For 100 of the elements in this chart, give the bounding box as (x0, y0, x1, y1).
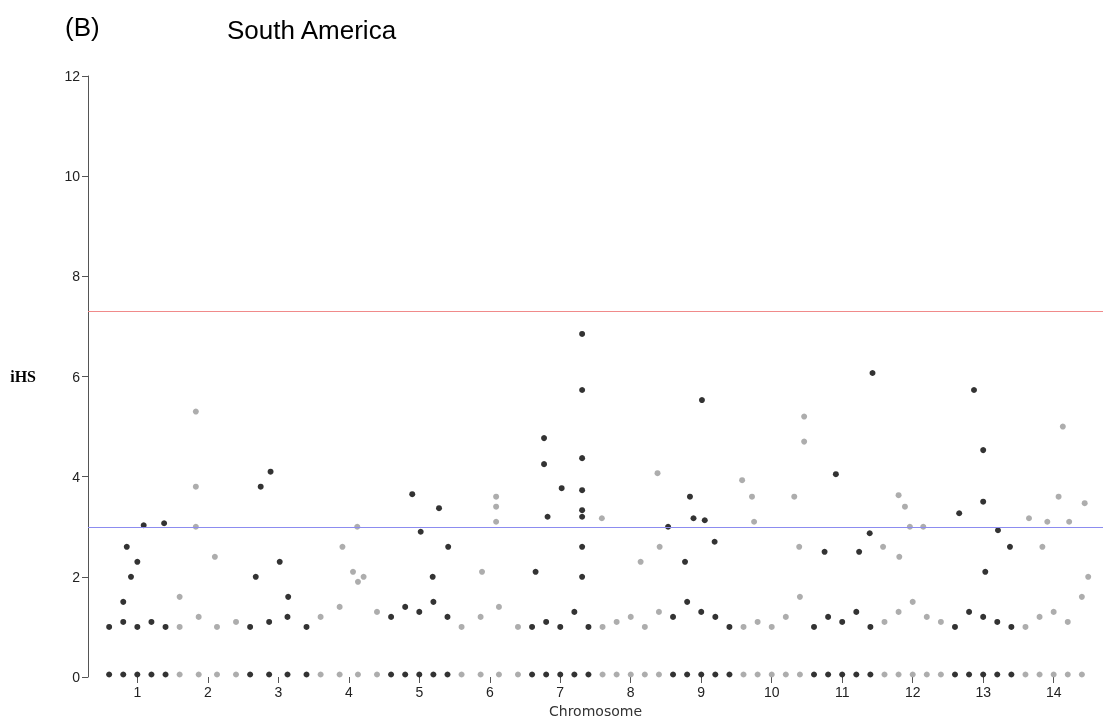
point (711, 538, 718, 545)
point (458, 671, 465, 678)
point (106, 671, 113, 678)
point (339, 543, 346, 550)
x-tick-label: 7 (556, 684, 565, 700)
point (768, 623, 775, 630)
point (869, 370, 876, 376)
point (1026, 515, 1032, 522)
point (161, 520, 168, 527)
point (162, 623, 169, 630)
point (162, 671, 169, 678)
point (354, 578, 361, 585)
point (698, 397, 705, 404)
point (266, 671, 273, 678)
point (477, 613, 484, 620)
point (579, 507, 586, 514)
point (811, 671, 818, 678)
point (192, 483, 199, 490)
point (579, 543, 586, 550)
x-tick-label: 14 (1045, 684, 1062, 700)
y-tick-label: 6 (72, 368, 81, 385)
point (1078, 593, 1085, 600)
point (951, 623, 958, 630)
x-axis-title: Chromosome (549, 702, 642, 719)
point (543, 618, 550, 625)
point (901, 503, 908, 510)
point (529, 623, 536, 630)
point (214, 671, 220, 678)
point (557, 623, 564, 630)
point (1036, 613, 1043, 620)
point (748, 493, 755, 500)
point (923, 613, 930, 620)
point (211, 553, 218, 560)
point (417, 528, 424, 535)
point (1036, 671, 1043, 678)
point (641, 623, 648, 630)
point (541, 461, 548, 468)
point (895, 671, 902, 678)
point (493, 493, 500, 500)
point (128, 573, 134, 580)
y-tick-label: 2 (72, 568, 81, 585)
x-tick-label: 8 (626, 684, 635, 700)
point (867, 671, 874, 678)
point (1066, 518, 1073, 525)
x-tick-label: 10 (763, 684, 780, 700)
point (514, 671, 521, 678)
point (532, 568, 539, 575)
chart-title: South America (227, 15, 397, 45)
point (839, 671, 846, 678)
point (252, 573, 259, 580)
point (579, 573, 586, 580)
point (956, 510, 963, 517)
point (374, 671, 380, 678)
point (529, 671, 536, 678)
point (982, 568, 989, 575)
x-tick-label: 11 (834, 684, 850, 700)
point (654, 470, 661, 477)
point (782, 671, 789, 678)
point (867, 623, 874, 630)
point (579, 513, 586, 520)
point (430, 598, 437, 605)
y-tick-label: 10 (64, 168, 81, 185)
point (1022, 671, 1029, 678)
point (541, 435, 548, 442)
point (821, 548, 828, 555)
point (599, 671, 606, 678)
point (360, 573, 367, 580)
point (444, 613, 451, 620)
point (682, 558, 689, 565)
x-tick-label: 6 (485, 684, 494, 700)
point (192, 408, 199, 415)
point (966, 608, 973, 615)
point (1044, 518, 1051, 525)
x-tick-label: 2 (203, 684, 212, 700)
point (866, 530, 873, 537)
point (233, 618, 240, 625)
point (336, 671, 343, 678)
point (388, 613, 395, 620)
point (801, 438, 808, 445)
point (120, 671, 127, 678)
x-tick-label: 4 (344, 684, 353, 700)
point (951, 671, 958, 678)
point (493, 518, 500, 525)
point (980, 613, 987, 620)
point (909, 598, 916, 605)
point (123, 543, 130, 550)
point (436, 505, 443, 512)
point (670, 671, 677, 678)
point (579, 487, 586, 494)
point (1055, 493, 1062, 500)
point (195, 613, 202, 620)
point (754, 671, 761, 678)
point (214, 623, 220, 630)
point (726, 623, 733, 630)
point (579, 387, 586, 394)
point (445, 543, 452, 550)
point (350, 568, 357, 575)
x-tick-label: 1 (133, 684, 142, 700)
point (684, 671, 691, 678)
point (751, 518, 758, 525)
